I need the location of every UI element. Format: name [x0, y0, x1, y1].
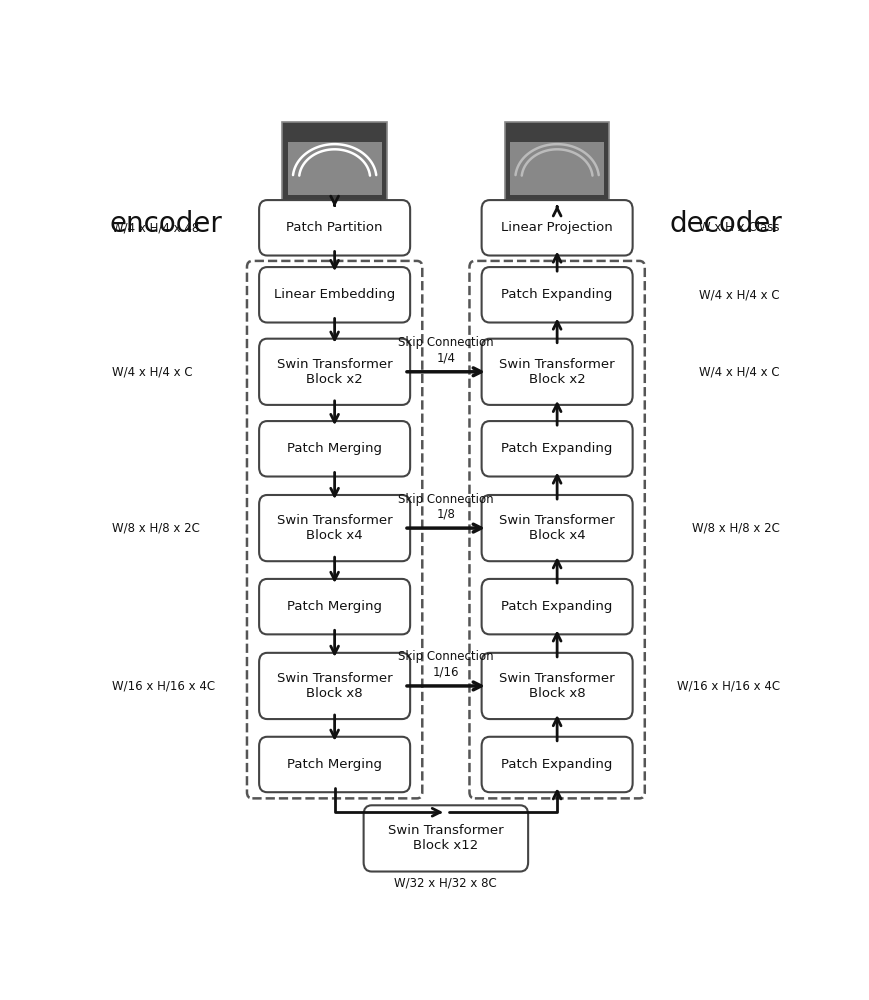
FancyBboxPatch shape [481, 495, 632, 561]
Text: Patch Merging: Patch Merging [287, 442, 381, 455]
Text: W/32 x H/32 x 8C: W/32 x H/32 x 8C [394, 876, 497, 889]
FancyBboxPatch shape [363, 805, 527, 872]
FancyBboxPatch shape [481, 737, 632, 792]
FancyBboxPatch shape [259, 579, 409, 634]
Text: W x H x Class: W x H x Class [699, 221, 779, 234]
Text: Skip Connection
1/4: Skip Connection 1/4 [398, 336, 493, 364]
Text: W/4 x H/4 x C: W/4 x H/4 x C [698, 365, 779, 378]
FancyBboxPatch shape [504, 122, 608, 203]
Text: W/4 x H/4 x 48: W/4 x H/4 x 48 [112, 221, 199, 234]
FancyBboxPatch shape [481, 200, 632, 256]
Text: Skip Connection
1/16: Skip Connection 1/16 [398, 650, 493, 678]
Text: encoder: encoder [109, 210, 222, 238]
Text: Swin Transformer
Block x2: Swin Transformer Block x2 [276, 358, 392, 386]
FancyBboxPatch shape [259, 421, 409, 477]
Text: Linear Projection: Linear Projection [501, 221, 613, 234]
FancyBboxPatch shape [509, 142, 603, 195]
FancyBboxPatch shape [259, 737, 409, 792]
Text: Patch Partition: Patch Partition [286, 221, 382, 234]
FancyBboxPatch shape [259, 200, 409, 256]
Text: W/8 x H/8 x 2C: W/8 x H/8 x 2C [112, 522, 200, 535]
Text: decoder: decoder [668, 210, 781, 238]
FancyBboxPatch shape [481, 267, 632, 323]
FancyBboxPatch shape [282, 122, 387, 203]
FancyBboxPatch shape [288, 142, 381, 195]
Text: W/16 x H/16 x 4C: W/16 x H/16 x 4C [112, 679, 215, 692]
Text: Swin Transformer
Block x2: Swin Transformer Block x2 [499, 358, 614, 386]
Text: Patch Expanding: Patch Expanding [501, 600, 612, 613]
Text: Swin Transformer
Block x12: Swin Transformer Block x12 [388, 824, 503, 852]
Text: Skip Connection
1/8: Skip Connection 1/8 [398, 493, 493, 521]
Text: Swin Transformer
Block x4: Swin Transformer Block x4 [499, 514, 614, 542]
Text: W/8 x H/8 x 2C: W/8 x H/8 x 2C [691, 522, 779, 535]
FancyBboxPatch shape [481, 339, 632, 405]
Text: Patch Expanding: Patch Expanding [501, 758, 612, 771]
Text: Swin Transformer
Block x4: Swin Transformer Block x4 [276, 514, 392, 542]
FancyBboxPatch shape [259, 267, 409, 323]
FancyBboxPatch shape [481, 579, 632, 634]
Text: Patch Expanding: Patch Expanding [501, 442, 612, 455]
Text: W/4 x H/4 x C: W/4 x H/4 x C [698, 288, 779, 301]
Text: Patch Merging: Patch Merging [287, 758, 381, 771]
Text: Patch Expanding: Patch Expanding [501, 288, 612, 301]
Text: W/4 x H/4 x C: W/4 x H/4 x C [112, 365, 193, 378]
Text: Swin Transformer
Block x8: Swin Transformer Block x8 [276, 672, 392, 700]
FancyBboxPatch shape [481, 421, 632, 477]
Text: Patch Merging: Patch Merging [287, 600, 381, 613]
FancyBboxPatch shape [481, 653, 632, 719]
FancyBboxPatch shape [259, 653, 409, 719]
FancyBboxPatch shape [259, 339, 409, 405]
Text: Linear Embedding: Linear Embedding [274, 288, 395, 301]
Text: W/16 x H/16 x 4C: W/16 x H/16 x 4C [676, 679, 779, 692]
FancyBboxPatch shape [259, 495, 409, 561]
Text: Swin Transformer
Block x8: Swin Transformer Block x8 [499, 672, 614, 700]
